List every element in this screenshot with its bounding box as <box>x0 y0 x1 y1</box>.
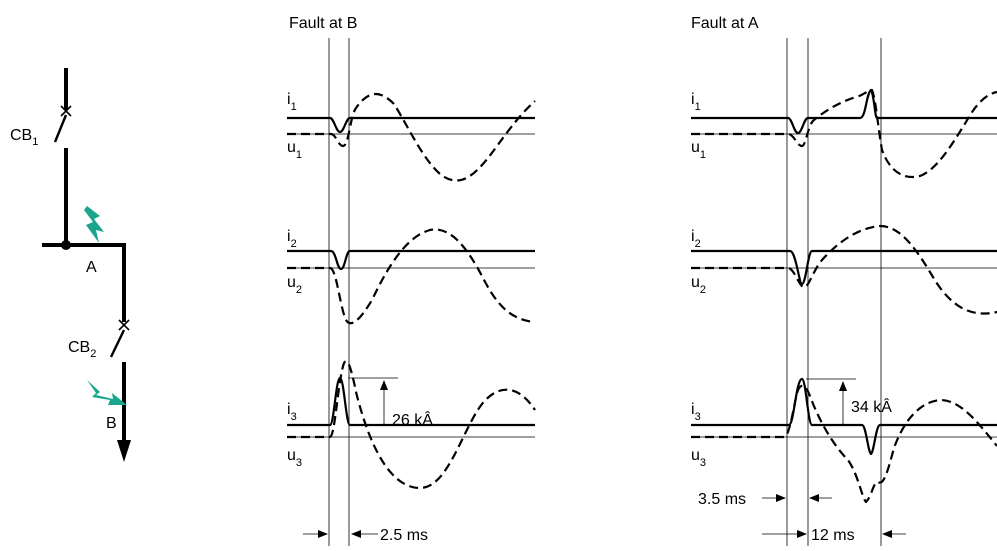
panel-b-u1-trace <box>287 92 536 182</box>
panel-a-u1-trace <box>691 88 997 179</box>
panel-b-u3-label: u3 <box>287 447 302 469</box>
panel-a-u1-label: u1 <box>691 139 706 161</box>
bus-junction <box>61 240 71 250</box>
panel-b-u3-trace <box>287 360 536 490</box>
fault-point-b-label: B <box>106 415 117 432</box>
panel-a-i3-trace <box>691 377 997 456</box>
breaker-1-label: CB1 <box>10 127 38 148</box>
panel-a-u3-trace <box>691 384 997 504</box>
panel-a-title: Fault at A <box>691 15 759 32</box>
panel-b-u2-label: u2 <box>287 274 302 296</box>
panel-a-i3-label: i3 <box>691 401 701 423</box>
panel-a-u3-label: u3 <box>691 447 706 469</box>
fault-b-lightning-icon <box>87 380 127 405</box>
panel-b-i3-label: i3 <box>287 401 297 423</box>
breaker-2-label: CB2 <box>68 339 96 360</box>
panel-b-u1-label: u1 <box>287 139 302 161</box>
breaker-2-cross <box>118 319 130 331</box>
panel-a-peak-current-label: 34 kÂ <box>851 397 892 416</box>
panel-b-i2-trace <box>287 249 535 271</box>
circuit-diagram: CB1 A CB2 B <box>10 68 131 462</box>
breaker-1-cross <box>60 105 72 117</box>
panel-b-u2-trace <box>287 228 536 325</box>
panel-fault-at-a: Fault at A i1 u1 i2 u2 i3 u3 34 kÂ <box>691 15 997 546</box>
panel-fault-at-b: Fault at B i1 u1 i2 u2 i3 u3 26 kÂ 2.5 m… <box>287 15 536 546</box>
panel-b-title: Fault at B <box>289 15 357 32</box>
fault-point-a-label: A <box>86 259 97 276</box>
panel-b-peak-current-label: 26 kÂ <box>392 410 433 429</box>
panel-a-i1-label: i1 <box>691 91 701 113</box>
panel-a-time-interval-1-label: 3.5 ms <box>698 491 746 508</box>
fault-a-lightning-icon <box>84 206 104 243</box>
load-arrow <box>117 440 131 462</box>
panel-b-i2-label: i2 <box>287 228 297 250</box>
panel-a-i2-label: i2 <box>691 228 701 250</box>
panel-b-i1-label: i1 <box>287 91 297 113</box>
panel-a-time-interval-2-label: 12 ms <box>811 527 855 544</box>
breaker-2-blade <box>109 329 126 358</box>
breaker-1-blade <box>53 114 68 143</box>
panel-b-time-interval-label: 2.5 ms <box>380 527 428 544</box>
panel-a-u2-label: u2 <box>691 274 706 296</box>
panel-a-i2-trace <box>691 249 997 286</box>
panel-a-u2-trace <box>691 224 997 315</box>
panel-b-i1-trace <box>287 116 535 134</box>
panel-a-i1-trace <box>691 88 997 135</box>
